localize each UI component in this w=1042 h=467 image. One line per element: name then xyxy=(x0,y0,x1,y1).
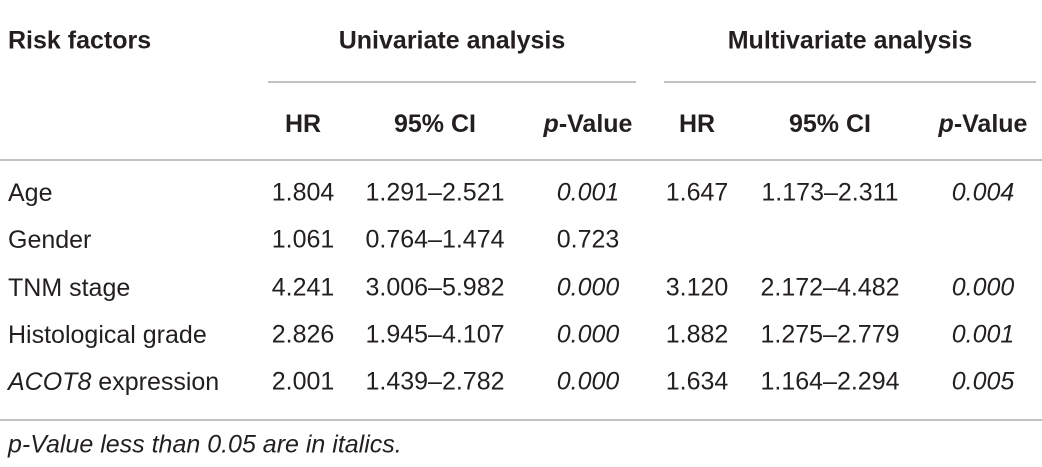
cell: 1.634 xyxy=(666,368,729,396)
text-run: expression xyxy=(91,368,219,396)
row-label: Histological grade xyxy=(8,321,207,349)
cell: 1.061 xyxy=(272,226,335,254)
text-run: p xyxy=(938,110,954,138)
column-header: HR xyxy=(285,110,321,138)
cell: 3.006–5.982 xyxy=(365,274,504,302)
cell: 2.826 xyxy=(272,321,335,349)
cell: 1.804 xyxy=(272,179,335,207)
text-run: Age xyxy=(8,179,52,207)
cell: 1.647 xyxy=(666,179,729,207)
column-header: p-Value xyxy=(543,110,633,138)
text-run: HR xyxy=(679,110,715,138)
cell: 1.945–4.107 xyxy=(365,321,504,349)
cell: 0.001 xyxy=(557,179,620,207)
text-run: Histological grade xyxy=(8,321,207,349)
group-header: Multivariate analysis xyxy=(728,27,973,55)
cell: 0.001 xyxy=(952,321,1015,349)
column-title: Risk factors xyxy=(8,27,151,55)
cell: 0.000 xyxy=(557,321,620,349)
text-run: Gender xyxy=(8,226,91,254)
cell: 2.001 xyxy=(272,368,335,396)
cell: 3.120 xyxy=(666,274,729,302)
cell: 0.000 xyxy=(952,274,1015,302)
column-header: HR xyxy=(679,110,715,138)
cell: 0.000 xyxy=(557,274,620,302)
cell: 1.439–2.782 xyxy=(365,368,504,396)
cell: 0.005 xyxy=(952,368,1015,396)
cell: 1.291–2.521 xyxy=(365,179,504,207)
row-label: Gender xyxy=(8,226,91,254)
text-run: -Value xyxy=(954,110,1028,138)
cell: 2.172–4.482 xyxy=(760,274,899,302)
cell: 1.173–2.311 xyxy=(761,179,898,207)
row-label: Age xyxy=(8,179,52,207)
footnote: p-Value less than 0.05 are in italics. xyxy=(7,431,402,459)
text-run: HR xyxy=(285,110,321,138)
column-header: p-Value xyxy=(938,110,1028,138)
cell: 0.723 xyxy=(557,226,620,254)
row-label: ACOT8 expression xyxy=(6,368,219,396)
text-run: p xyxy=(543,110,559,138)
text-run: TNM stage xyxy=(8,274,130,302)
text-run: 95% CI xyxy=(789,110,871,138)
text-run: 95% CI xyxy=(394,110,476,138)
group-header: Univariate analysis xyxy=(339,27,566,55)
text-run: ACOT8 xyxy=(6,368,91,396)
text-run: -Value xyxy=(559,110,633,138)
row-label: TNM stage xyxy=(8,274,130,302)
cell: 1.882 xyxy=(666,321,729,349)
column-header: 95% CI xyxy=(394,110,476,138)
cell: 0.004 xyxy=(952,179,1015,207)
cell: 0.764–1.474 xyxy=(365,226,504,254)
cell: 1.275–2.779 xyxy=(760,321,899,349)
cell: 1.164–2.294 xyxy=(760,368,899,396)
cell: 0.000 xyxy=(557,368,620,396)
column-header: 95% CI xyxy=(789,110,871,138)
cell: 4.241 xyxy=(272,274,335,302)
